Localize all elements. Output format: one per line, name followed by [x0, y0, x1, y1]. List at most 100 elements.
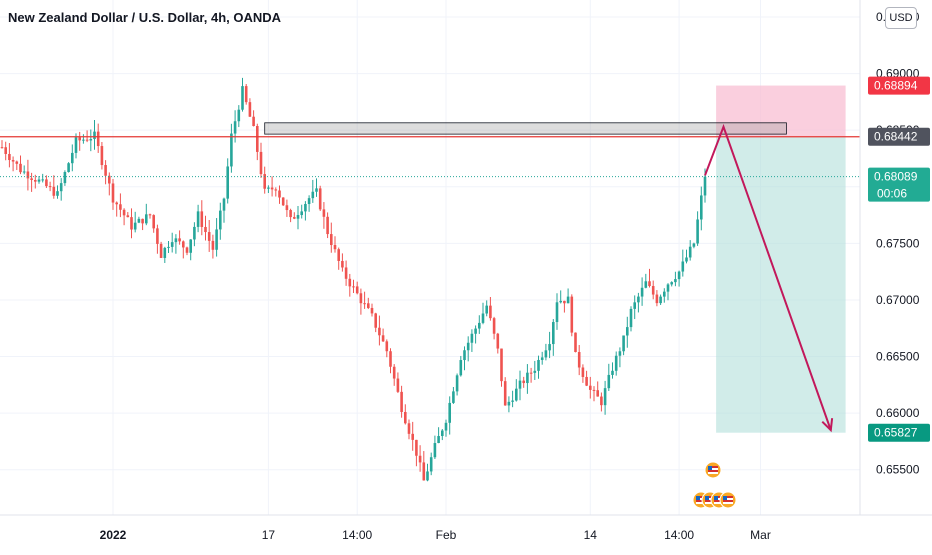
candle-body [100, 146, 104, 166]
candle-body [263, 174, 266, 189]
take-profit-zone[interactable] [716, 136, 846, 433]
stop-loss-zone[interactable] [716, 85, 846, 137]
candle-body [518, 380, 522, 389]
candle-body [696, 219, 699, 244]
candle-body [489, 305, 492, 319]
projection-arrow[interactable] [704, 123, 832, 431]
us-event-icon-canton [714, 496, 718, 500]
candle-body [444, 422, 448, 431]
candle-body [41, 179, 44, 181]
candle-body [170, 242, 174, 247]
candle-body [119, 204, 122, 210]
currency-button[interactable]: USD [885, 7, 917, 29]
candle-body [163, 247, 167, 258]
candle-body [685, 257, 688, 262]
candle-body [56, 191, 59, 196]
candle-body [644, 281, 648, 288]
candle-body [182, 241, 185, 248]
candle-body [537, 359, 540, 371]
candle-body [278, 190, 281, 198]
candle-body [141, 218, 144, 224]
price-label-green [868, 423, 930, 442]
candle-body [492, 318, 496, 334]
candle-body [411, 433, 414, 440]
candle-body [622, 335, 625, 352]
candle-body [633, 302, 636, 309]
candle-body [211, 240, 215, 250]
candle-body [322, 209, 326, 217]
candle-body [407, 423, 411, 434]
candle-body [463, 350, 466, 361]
candle-body [452, 391, 455, 403]
candle-body [289, 210, 292, 218]
candle-body [607, 374, 611, 389]
candle-body [152, 215, 155, 229]
x-tick-label: Mar [750, 528, 771, 542]
candle-body [85, 139, 89, 141]
us-event-icon-canton [696, 496, 700, 500]
candle-body [148, 214, 152, 216]
candle-body [437, 436, 440, 444]
candle-body [688, 246, 692, 258]
us-event-icon-stripe [708, 470, 718, 472]
candle-body [300, 211, 303, 216]
candle-body [111, 183, 115, 203]
candle-body [681, 261, 685, 272]
candle-body [570, 296, 574, 333]
candle-body [133, 222, 137, 230]
candle-body [703, 176, 707, 196]
candle-body [522, 380, 525, 384]
candle-body [4, 147, 7, 154]
us-event-icon-canton [705, 496, 709, 500]
candle-body [145, 214, 148, 224]
candle-body [207, 232, 211, 241]
candle-body [167, 246, 170, 248]
candle-body [374, 313, 377, 328]
x-tick-label: 2022 [100, 528, 127, 542]
candle-body [651, 286, 655, 295]
candle-body [618, 351, 622, 356]
candle-body [104, 165, 107, 176]
candle-body [244, 86, 248, 103]
us-event-icon-stripe [708, 466, 718, 468]
candle-body [219, 210, 222, 230]
candle-body [674, 279, 677, 283]
candle-body [466, 342, 470, 351]
candle-body [603, 388, 607, 406]
price-label-teal [868, 167, 930, 202]
candle-body [426, 471, 429, 481]
candle-body [281, 197, 285, 206]
candle-body [237, 109, 241, 122]
y-tick-label: 0.67500 [876, 236, 920, 250]
candle-body [592, 389, 596, 391]
candle-body [22, 171, 26, 173]
candle-body [441, 430, 444, 437]
resistance-zone[interactable] [264, 122, 787, 135]
candle-body [555, 302, 559, 323]
candle-body [600, 396, 603, 406]
candle-body [89, 139, 93, 141]
candle-body [126, 215, 130, 218]
candle-body [692, 243, 696, 247]
candle-body [15, 161, 19, 164]
candle-body [30, 178, 33, 181]
candle-body [52, 186, 56, 196]
candle-body [529, 372, 533, 374]
candle-body [248, 102, 252, 117]
candle-body [137, 218, 141, 223]
candle-body [93, 131, 96, 140]
candle-body [659, 296, 662, 304]
candle-body [385, 341, 389, 352]
candle-body [677, 271, 681, 280]
candle-body [241, 86, 244, 110]
candle-body [215, 229, 218, 250]
candle-body [474, 328, 477, 334]
candle-body [226, 166, 229, 199]
candle-body [130, 217, 133, 230]
y-tick-label: 0.65500 [876, 463, 920, 477]
us-event-icon-stripe [723, 500, 733, 502]
x-tick-label: 14:00 [664, 528, 694, 542]
us-event-icon-stripe [696, 496, 706, 498]
